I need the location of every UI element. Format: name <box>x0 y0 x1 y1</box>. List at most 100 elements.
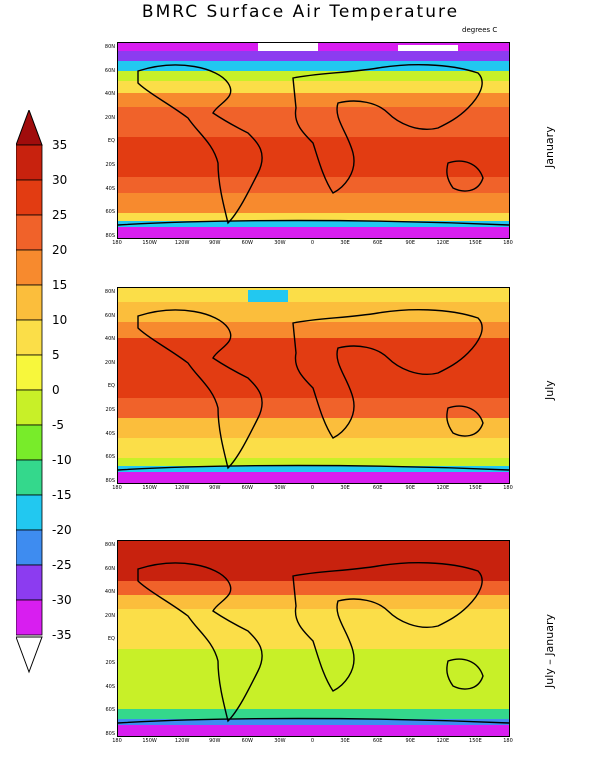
latitude-label: 60N <box>104 565 115 572</box>
longitude-label: 180 <box>503 738 513 744</box>
longitude-label: 30E <box>340 485 350 491</box>
map-january <box>118 43 509 238</box>
latitude-label: 40N <box>104 91 115 98</box>
longitude-label: 60W <box>241 738 253 744</box>
latitude-label: 20S <box>105 407 115 413</box>
latitude-label: 60S <box>105 707 115 714</box>
colorbar-cell <box>16 249 43 286</box>
latitude-label: 80N <box>104 44 115 50</box>
latitude-label: 80S <box>105 477 115 484</box>
colorbar-tick-label: -20 <box>52 523 72 537</box>
longitude-label: 120E <box>436 738 450 744</box>
longitude-label: 120W <box>174 240 190 246</box>
colorbar-tick-label: 10 <box>52 313 68 327</box>
latitude-label: 40S <box>105 683 115 690</box>
longitude-label: 120E <box>436 240 450 246</box>
longitude-label: 30W <box>274 738 286 744</box>
colorbar-cell <box>16 494 43 531</box>
colorbar-tick-label: -35 <box>52 628 72 642</box>
latitude-label: 80S <box>105 730 115 737</box>
longitude-label: 0 <box>310 738 315 744</box>
longitude-label: 60E <box>372 240 383 246</box>
colorbar-cell <box>16 424 43 461</box>
map-panel-january <box>117 42 510 239</box>
longitude-label: 60W <box>241 485 253 491</box>
longitude-label: 30W <box>274 485 286 491</box>
colorbar-cell <box>16 284 43 321</box>
latitude-label: 80S <box>105 232 115 239</box>
colorbar-tick-label: -30 <box>52 593 72 607</box>
colorbar-tick-label: -5 <box>52 418 64 432</box>
latitude-label: 40S <box>105 430 115 437</box>
longitude-label: 150W <box>142 240 157 246</box>
latitude-label: EQ <box>107 138 115 145</box>
longitude-label: 30E <box>340 240 350 246</box>
colorbar-cell <box>16 319 43 356</box>
colorbar-tick-label: -10 <box>52 453 72 467</box>
colorbar-top-arrow <box>16 110 43 146</box>
latitude-label: 60N <box>104 67 115 74</box>
longitude-label: 60E <box>372 485 383 491</box>
latitude-label: 40N <box>104 336 115 343</box>
panel-label-january: January <box>543 126 556 168</box>
colorbar-cell <box>16 599 43 636</box>
longitude-label: 90W <box>209 485 221 491</box>
longitude-label: 150E <box>469 240 482 246</box>
map-july <box>118 288 509 483</box>
colorbar-tick-label: 15 <box>52 278 68 292</box>
chart-title: BMRC Surface Air Temperature <box>141 2 460 22</box>
colorbar-cell <box>16 529 43 566</box>
longitude-label: 150E <box>469 485 482 491</box>
longitude-label: 180 <box>112 240 122 246</box>
longitude-label: 0 <box>310 240 315 246</box>
longitude-label: 180 <box>112 738 122 744</box>
map-difference <box>118 541 509 736</box>
longitude-label: 150E <box>469 738 482 744</box>
latitude-label: 20S <box>105 162 115 168</box>
longitude-label: 120W <box>174 738 190 744</box>
colorbar-bottom-arrow <box>16 636 43 674</box>
longitude-label: 30W <box>274 240 286 246</box>
colorbar-tick-label: -25 <box>52 558 72 572</box>
latitude-label: 40S <box>105 185 115 192</box>
latitude-label: 40N <box>104 589 115 596</box>
latitude-label: 60N <box>104 312 115 319</box>
latitude-label: EQ <box>107 636 115 643</box>
colorbar-cell <box>16 214 43 251</box>
longitude-label: 90W <box>209 738 221 744</box>
longitude-label: 60E <box>372 738 383 744</box>
colorbar-cell <box>16 459 43 496</box>
latitude-label: 20S <box>105 660 115 666</box>
longitude-label: 90W <box>209 240 221 246</box>
map-panel-july <box>117 287 510 484</box>
latitude-label: 20N <box>104 359 115 366</box>
longitude-label: 120E <box>436 485 450 491</box>
colorbar-cell <box>16 564 43 601</box>
longitude-label: 120W <box>174 485 190 491</box>
colorbar-tick-label: 20 <box>52 243 68 257</box>
colorbar-cell <box>16 144 43 181</box>
longitude-label: 90E <box>405 240 416 246</box>
colorbar-cell <box>16 389 43 426</box>
colorbar-cell <box>16 179 43 216</box>
colorbar-tick-label: -15 <box>52 488 72 502</box>
longitude-label: 150W <box>142 485 157 491</box>
panel-label-difference: July – January <box>543 614 556 688</box>
longitude-label: 180 <box>503 485 513 491</box>
latitude-label: 60S <box>105 454 115 461</box>
longitude-label: 150W <box>142 738 157 744</box>
colorbar-tick-label: 5 <box>52 348 60 362</box>
units-label: degrees C <box>462 26 498 34</box>
colorbar-cell <box>16 354 43 391</box>
latitude-label: 80N <box>104 289 115 295</box>
latitude-label: 60S <box>105 209 115 216</box>
longitude-label: 30E <box>340 738 350 744</box>
colorbar <box>16 110 43 674</box>
longitude-label: 60W <box>241 240 253 246</box>
latitude-label: 20N <box>104 114 115 121</box>
longitude-label: 90E <box>405 485 416 491</box>
colorbar-tick-label: 0 <box>52 383 60 397</box>
latitude-label: 80N <box>104 542 115 548</box>
map-panel-difference <box>117 540 510 737</box>
latitude-label: EQ <box>107 383 115 390</box>
